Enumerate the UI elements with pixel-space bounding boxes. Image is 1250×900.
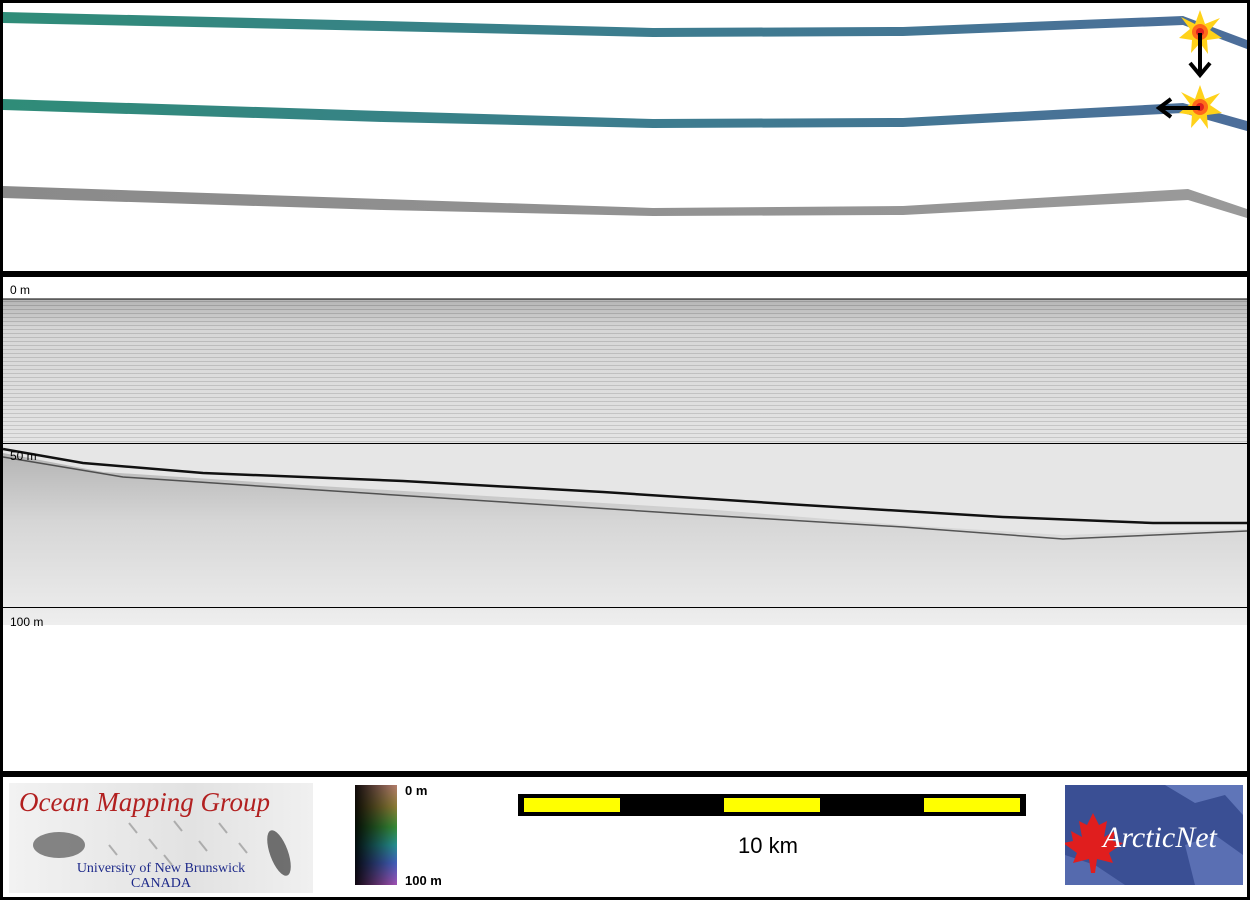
scale-bar-label: 10 km (738, 833, 798, 858)
swath-panel (3, 3, 1247, 271)
swath-strips (3, 10, 1247, 218)
scale-bar-segment (924, 798, 1020, 812)
subbottom-profile-panel: 0 m 50 m 100 m (3, 277, 1247, 771)
arcticnet-logo: ArcticNet (1065, 785, 1243, 885)
scale-bar (518, 794, 1026, 816)
secondary-reflector (3, 456, 1247, 540)
depth-gridline-50 (3, 443, 1247, 444)
seafloor-reflector (3, 447, 1247, 525)
arctic-map-icon (1065, 785, 1243, 885)
omg-university: University of New Brunswick (76, 861, 246, 876)
profile-image (3, 298, 1247, 625)
backscatter-strip (3, 186, 1247, 218)
depth-gridline-100 (3, 607, 1247, 608)
ocean-mapping-group-logo: Ocean Mapping Group University of New Br… (9, 783, 313, 893)
depth-label-0: 0 m (10, 283, 31, 297)
depth-label-50: 50 m (10, 449, 37, 463)
colorbar-bottom-label: 100 m (405, 873, 442, 888)
subsurface-reflector (3, 453, 1247, 625)
scale-bar-segment (724, 798, 820, 812)
arrow-left-icon (1155, 97, 1200, 119)
omg-country: CANADA (131, 876, 191, 891)
bathymetry-strip-2 (3, 99, 1247, 131)
arrow-down-icon (1188, 33, 1212, 79)
maple-leaf-icon (1065, 813, 1123, 873)
depth-label-100: 100 m (10, 615, 44, 629)
bathymetry-strip-1 (3, 12, 1247, 49)
scale-bar-segment (524, 798, 620, 812)
omg-title: Ocean Mapping Group (19, 787, 270, 817)
depth-colorbar-shade (355, 785, 397, 885)
multibeam-sonar-icon (33, 820, 291, 876)
arcticnet-wordmark: ArcticNet (1103, 821, 1217, 854)
legend-panel: Ocean Mapping Group University of New Br… (3, 777, 1247, 897)
colorbar-top-label: 0 m (405, 783, 428, 798)
